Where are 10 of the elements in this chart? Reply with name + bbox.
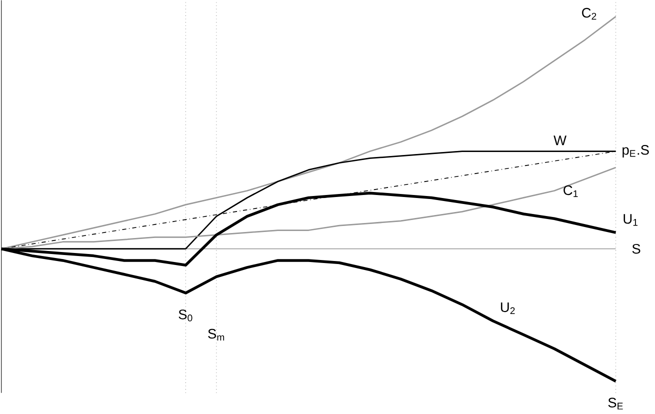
series-label: C$_{1}$ <box>564 185 578 198</box>
series-label: U$_{2}$ <box>500 302 515 314</box>
series-label: W <box>554 136 566 146</box>
annotation: S$_{0}$ <box>178 310 192 322</box>
series-label: U$_{1}$ <box>624 214 638 226</box>
x-axis-title: S <box>632 244 640 254</box>
series-label: p$_{E}$.S <box>622 145 649 158</box>
annotation: S$_{m}$ <box>208 328 224 341</box>
text: S$_{E}$ <box>608 398 623 410</box>
series-label: C$_{2}$ <box>582 8 596 20</box>
